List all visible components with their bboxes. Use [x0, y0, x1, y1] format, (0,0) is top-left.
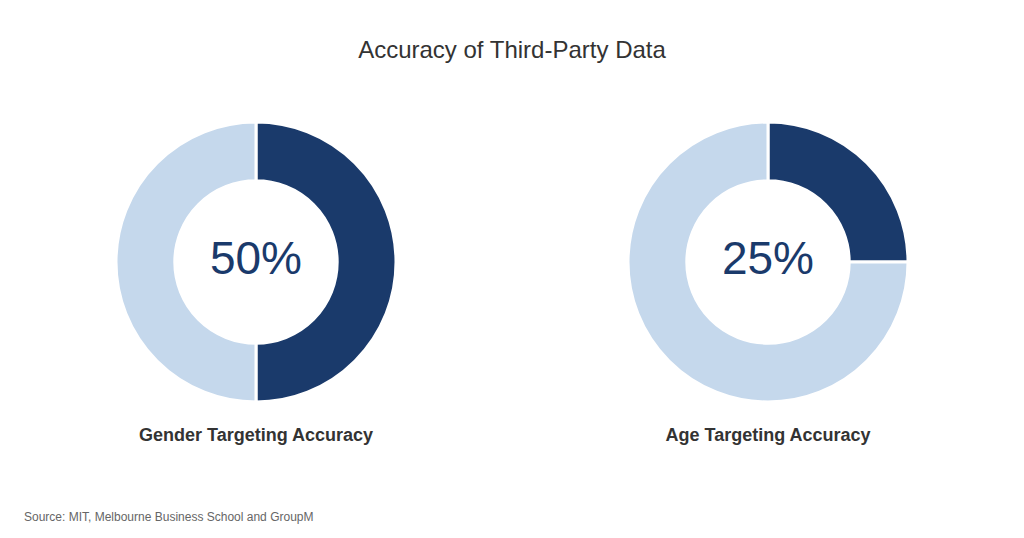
center-label: 25%	[722, 232, 814, 284]
donut-chart	[628, 122, 908, 402]
source-note: Source: MIT, Melbourne Business School a…	[24, 510, 313, 524]
chart-title: Accuracy of Third-Party Data	[358, 36, 666, 63]
donut-slice	[628, 122, 908, 402]
chart-svg: Accuracy of Third-Party Data 50% Gender Ta…	[0, 0, 1024, 538]
donut-chart	[116, 122, 396, 402]
donut-label: Age Targeting Accuracy	[665, 425, 870, 445]
chart-root: Accuracy of Third-Party Data 50% Gender Ta…	[0, 0, 1024, 538]
donut-label: Gender Targeting Accuracy	[139, 425, 373, 445]
center-label: 50%	[210, 232, 302, 284]
